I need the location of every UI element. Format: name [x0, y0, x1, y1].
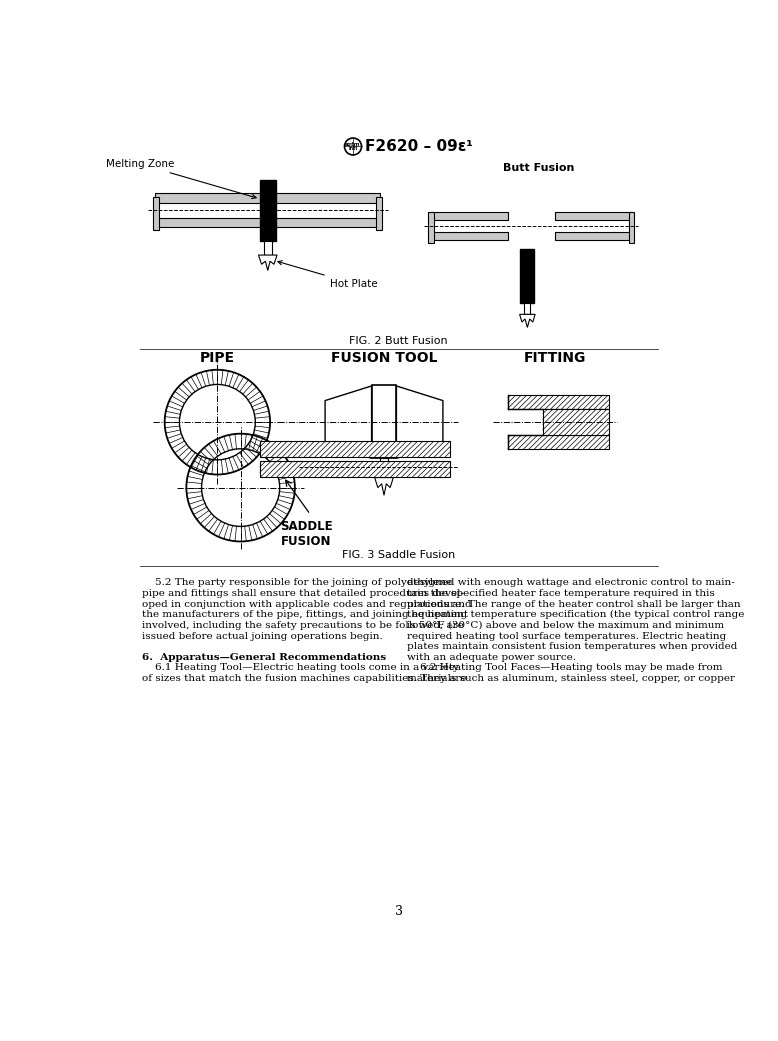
Text: oped in conjunction with applicable codes and regulations and: oped in conjunction with applicable code…	[142, 600, 471, 609]
Text: tain the specified heater face temperature required in this: tain the specified heater face temperatu…	[407, 589, 715, 599]
Bar	[264, 242, 272, 255]
Bar	[555, 212, 632, 220]
Text: required heating tool surface temperatures. Electric heating: required heating tool surface temperatur…	[407, 632, 727, 640]
Text: procedure. The range of the heater control shall be larger than: procedure. The range of the heater contr…	[407, 600, 741, 609]
Bar	[430, 212, 508, 220]
Bar	[156, 194, 261, 203]
Text: involved, including the safety precautions to be followed, are: involved, including the safety precautio…	[142, 620, 464, 630]
Bar	[543, 409, 608, 435]
Text: 5.2 The party responsible for the joining of polyethylene: 5.2 The party responsible for the joinin…	[142, 579, 453, 587]
Bar	[153, 197, 159, 230]
Bar	[275, 194, 380, 203]
Bar	[156, 219, 261, 227]
Bar	[508, 396, 608, 409]
Text: designed with enough wattage and electronic control to main-: designed with enough wattage and electro…	[407, 579, 735, 587]
Text: the manufacturers of the pipe, fittings, and joining equipment: the manufacturers of the pipe, fittings,…	[142, 610, 468, 619]
Bar	[430, 232, 508, 239]
Text: F2620 – 09ε¹: F2620 – 09ε¹	[366, 139, 473, 154]
Bar	[260, 180, 275, 242]
Polygon shape	[397, 386, 443, 458]
Polygon shape	[325, 386, 372, 458]
Bar	[629, 212, 634, 243]
Text: the heating temperature specification (the typical control range: the heating temperature specification (t…	[407, 610, 745, 619]
Text: Butt Fusion: Butt Fusion	[503, 163, 575, 173]
Bar	[508, 435, 608, 449]
Text: of sizes that match the fusion machines capabilities. They are: of sizes that match the fusion machines …	[142, 675, 467, 683]
Text: 6.1 Heating Tool—Electric heating tools come in a variety: 6.1 Heating Tool—Electric heating tools …	[142, 663, 459, 672]
Bar	[260, 461, 450, 477]
Bar	[372, 385, 397, 458]
Text: Hot Plate: Hot Plate	[278, 260, 377, 288]
Text: intl: intl	[349, 147, 358, 151]
Text: SADDLE
FUSION: SADDLE FUSION	[280, 519, 333, 548]
Text: FITTING: FITTING	[524, 351, 586, 365]
Bar	[428, 212, 433, 243]
Bar	[520, 249, 534, 303]
Text: FIG. 2 Butt Fusion: FIG. 2 Butt Fusion	[349, 336, 448, 347]
Text: materials such as aluminum, stainless steel, copper, or copper: materials such as aluminum, stainless st…	[407, 675, 735, 683]
Text: pipe and fittings shall ensure that detailed procedures devel-: pipe and fittings shall ensure that deta…	[142, 589, 464, 599]
Polygon shape	[520, 314, 535, 328]
Bar	[524, 303, 531, 314]
Bar	[377, 197, 383, 230]
Text: astm: astm	[345, 142, 361, 147]
Text: plates maintain consistent fusion temperatures when provided: plates maintain consistent fusion temper…	[407, 642, 738, 652]
Polygon shape	[375, 478, 394, 496]
Bar	[380, 458, 388, 478]
Text: FUSION TOOL: FUSION TOOL	[331, 351, 437, 365]
Text: 6.  Apparatus—General Recommendations: 6. Apparatus—General Recommendations	[142, 653, 387, 662]
Text: issued before actual joining operations begin.: issued before actual joining operations …	[142, 632, 383, 640]
Bar	[555, 232, 632, 239]
Text: Melting Zone: Melting Zone	[107, 159, 256, 199]
Text: PIPE: PIPE	[200, 351, 235, 365]
Bar	[260, 441, 450, 457]
Text: FIG. 3 Saddle Fusion: FIG. 3 Saddle Fusion	[342, 551, 455, 560]
Text: 6.2 Heating Tool Faces—Heating tools may be made from: 6.2 Heating Tool Faces—Heating tools may…	[407, 663, 723, 672]
Text: with an adequate power source.: with an adequate power source.	[407, 653, 576, 662]
Text: 3: 3	[394, 905, 403, 917]
Text: is 50°F (30°C) above and below the maximum and minimum: is 50°F (30°C) above and below the maxim…	[407, 620, 724, 630]
Bar	[275, 219, 380, 227]
Polygon shape	[258, 255, 277, 271]
